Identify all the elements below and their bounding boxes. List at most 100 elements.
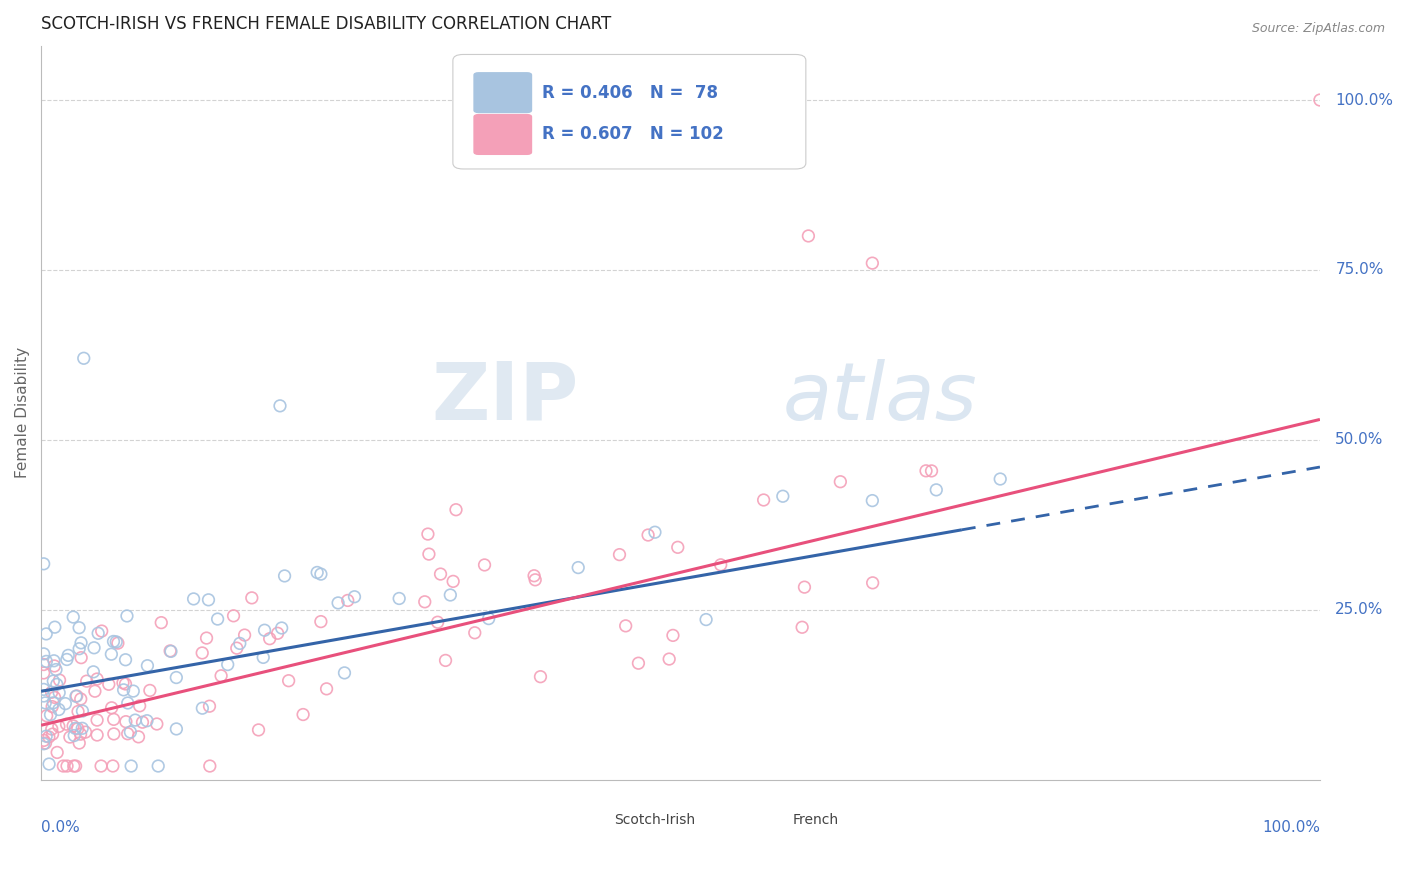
Point: [117, 696, 139, 710]
Point: [523, 568, 546, 582]
Point: [86, 728, 108, 742]
Point: [32, 682, 55, 697]
Point: [56, 652, 79, 666]
Point: [277, 673, 299, 688]
Point: [444, 502, 467, 516]
Point: [792, 620, 814, 634]
Point: [44, 690, 66, 705]
Point: [644, 525, 666, 540]
Point: [97, 677, 120, 691]
Point: [772, 489, 794, 503]
Point: [62, 719, 84, 733]
Point: [139, 683, 162, 698]
Point: [53, 697, 76, 711]
Point: [107, 636, 129, 650]
Point: [343, 590, 366, 604]
Text: 100.0%: 100.0%: [1263, 820, 1320, 835]
Point: [637, 528, 659, 542]
Point: [165, 671, 187, 685]
Point: [860, 256, 883, 270]
Point: [150, 615, 173, 630]
Point: [217, 657, 239, 672]
Point: [266, 626, 288, 640]
Point: [124, 713, 146, 727]
Point: [207, 612, 229, 626]
Point: [32, 737, 55, 751]
Point: [233, 628, 256, 642]
Text: atlas: atlas: [783, 359, 977, 437]
Point: [112, 682, 135, 697]
Point: [1309, 93, 1331, 107]
Point: [273, 569, 295, 583]
Point: [111, 675, 134, 690]
Point: [114, 653, 136, 667]
Y-axis label: Female Disability: Female Disability: [15, 347, 30, 478]
Point: [82, 665, 104, 679]
FancyBboxPatch shape: [741, 806, 785, 833]
Point: [695, 613, 717, 627]
Point: [326, 596, 349, 610]
Point: [333, 665, 356, 680]
Point: [83, 640, 105, 655]
Point: [240, 591, 263, 605]
Point: [48, 719, 70, 733]
Point: [862, 575, 884, 590]
Point: [222, 608, 245, 623]
Point: [55, 717, 77, 731]
Point: [63, 729, 86, 743]
FancyBboxPatch shape: [453, 54, 806, 169]
Point: [439, 588, 461, 602]
Point: [69, 727, 91, 741]
Point: [609, 548, 631, 562]
Point: [131, 715, 153, 730]
Point: [66, 689, 89, 703]
Point: [67, 641, 90, 656]
Point: [65, 722, 87, 736]
Point: [658, 652, 681, 666]
Point: [42, 654, 65, 668]
Point: [627, 656, 650, 670]
Point: [270, 621, 292, 635]
Point: [529, 670, 551, 684]
Point: [69, 692, 91, 706]
Point: [120, 759, 142, 773]
Point: [48, 702, 70, 716]
Point: [87, 626, 110, 640]
Point: [136, 658, 159, 673]
Point: [41, 685, 63, 699]
Point: [388, 591, 411, 606]
Point: [35, 654, 58, 668]
Point: [252, 650, 274, 665]
Point: [925, 483, 948, 497]
Point: [752, 493, 775, 508]
Point: [614, 619, 637, 633]
Point: [309, 567, 332, 582]
Point: [32, 665, 55, 680]
Point: [65, 690, 87, 704]
Point: [413, 595, 436, 609]
Point: [429, 567, 451, 582]
Point: [117, 727, 139, 741]
Point: [259, 632, 281, 646]
Text: 75.0%: 75.0%: [1336, 262, 1384, 277]
Point: [120, 725, 142, 739]
Point: [146, 717, 169, 731]
Point: [42, 696, 65, 710]
Point: [797, 229, 820, 244]
Text: R = 0.607   N = 102: R = 0.607 N = 102: [543, 126, 724, 144]
Point: [32, 689, 55, 703]
Point: [62, 610, 84, 624]
Point: [197, 592, 219, 607]
Point: [921, 464, 943, 478]
Point: [38, 757, 60, 772]
Text: SCOTCH-IRISH VS FRENCH FEMALE DISABILITY CORRELATION CHART: SCOTCH-IRISH VS FRENCH FEMALE DISABILITY…: [41, 15, 612, 33]
Point: [988, 472, 1011, 486]
Point: [418, 547, 440, 561]
Point: [336, 593, 359, 607]
Point: [198, 699, 221, 714]
Point: [32, 647, 55, 661]
Point: [90, 624, 112, 638]
Text: 0.0%: 0.0%: [41, 820, 80, 835]
Point: [100, 700, 122, 714]
Point: [128, 698, 150, 713]
